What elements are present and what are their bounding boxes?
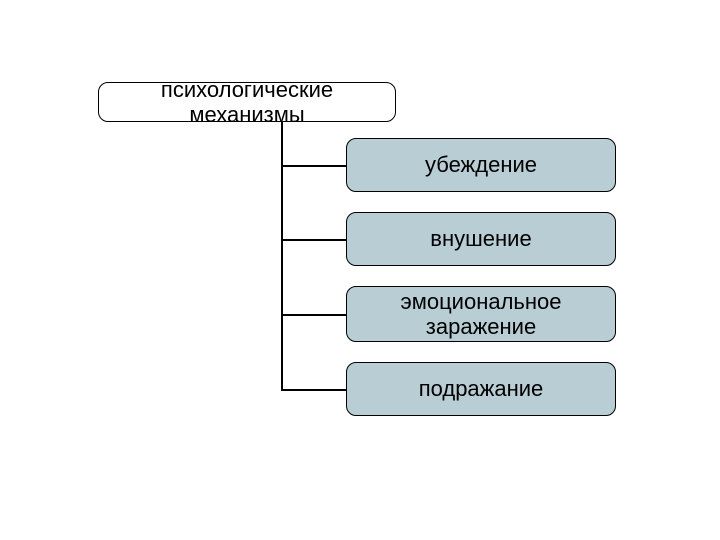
root-label: психологические механизмы (109, 77, 385, 128)
connector-branch-1 (281, 239, 346, 241)
child-label-0: убеждение (425, 152, 537, 177)
child-label-3: подражание (419, 376, 544, 401)
child-node-3: подражание (346, 362, 616, 416)
connector-trunk (281, 122, 283, 389)
connector-branch-0 (281, 165, 346, 167)
child-node-0: убеждение (346, 138, 616, 192)
child-label-2: эмоциональное заражение (357, 289, 605, 340)
connector-branch-3 (281, 389, 346, 391)
child-label-1: внушение (430, 226, 531, 251)
connector-branch-2 (281, 314, 346, 316)
root-node: психологические механизмы (98, 82, 396, 122)
tree-diagram: психологические механизмы убеждение внуш… (0, 0, 720, 540)
child-node-2: эмоциональное заражение (346, 286, 616, 342)
child-node-1: внушение (346, 212, 616, 266)
